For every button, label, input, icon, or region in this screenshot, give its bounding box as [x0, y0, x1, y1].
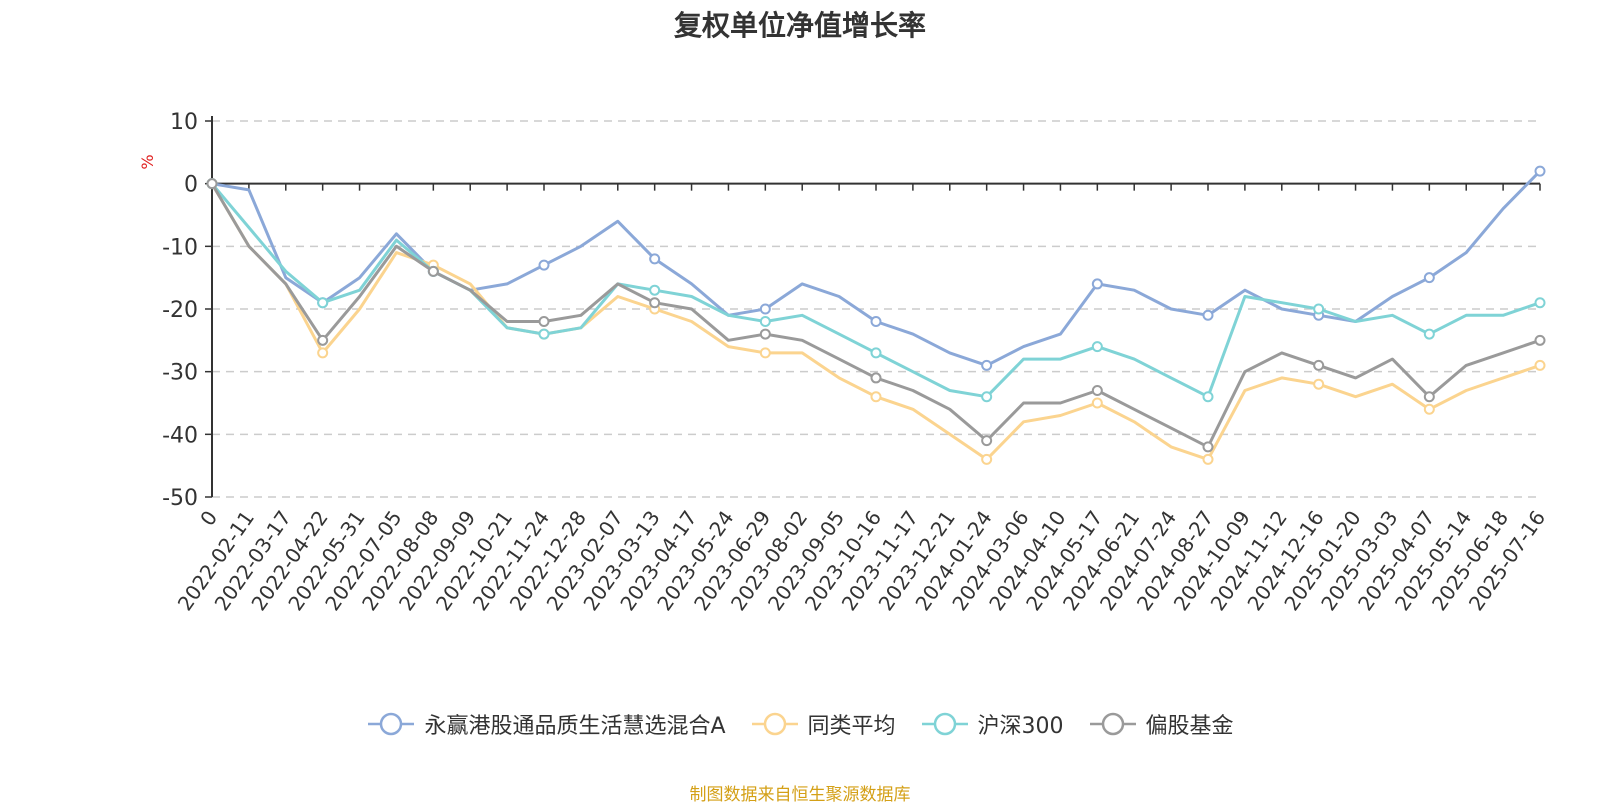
series-2: [206, 178, 1546, 403]
data-point: [317, 347, 329, 359]
data-point: [1423, 328, 1435, 340]
data-point: [870, 316, 882, 328]
legend-item-1[interactable]: 同类平均: [750, 708, 896, 740]
data-point: [870, 347, 882, 359]
series-3: [206, 178, 1546, 453]
data-point: [981, 359, 993, 371]
data-point: [538, 316, 550, 328]
y-tick-label: -20: [162, 298, 198, 323]
legend-swatch: [921, 712, 968, 736]
data-point: [759, 328, 771, 340]
data-point: [649, 284, 661, 296]
data-point: [759, 316, 771, 328]
chart-title: 复权单位净值增长率: [673, 9, 926, 42]
data-point: [1202, 391, 1214, 403]
data-point: [1423, 403, 1435, 415]
legend-item-2[interactable]: 沪深300: [920, 708, 1064, 740]
data-point: [427, 265, 439, 277]
legend-swatch: [1089, 712, 1136, 736]
grid-layer: [212, 120, 1540, 498]
data-point: [1534, 165, 1546, 177]
data-point: [1534, 297, 1546, 309]
legend-item-3[interactable]: 偏股基金: [1088, 708, 1234, 740]
data-point: [538, 259, 550, 271]
y-axis-unit-label: %: [138, 154, 157, 169]
data-point: [981, 453, 993, 465]
data-point: [1091, 341, 1103, 353]
legend-label: 同类平均: [807, 714, 896, 739]
data-point: [649, 253, 661, 265]
data-point: [981, 435, 993, 447]
data-point: [1534, 334, 1546, 346]
data-point: [1091, 397, 1103, 409]
data-point: [317, 334, 329, 346]
y-tick-label: -10: [162, 235, 198, 260]
legend-item-0[interactable]: 永赢港股通品质生活慧选混合A: [366, 708, 726, 740]
series-0: [206, 165, 1546, 371]
data-point: [538, 328, 550, 340]
x-tick-label: 0: [195, 506, 222, 530]
legend-label: 偏股基金: [1145, 714, 1234, 739]
legend-label: 沪深300: [977, 714, 1064, 739]
data-point: [1313, 378, 1325, 390]
data-source-note: 制图数据来自恒生聚源数据库: [689, 785, 911, 805]
data-point: [206, 178, 218, 190]
legend-swatch: [751, 712, 798, 736]
data-point: [1202, 453, 1214, 465]
legend-label: 永赢港股通品质生活慧选混合A: [424, 714, 726, 739]
y-tick-label: -40: [162, 423, 198, 448]
axis-layer: 100-10-20-30-40-5002022-02-112022-03-172…: [162, 110, 1550, 615]
y-tick-label: 10: [170, 110, 198, 135]
data-point: [870, 372, 882, 384]
y-tick-label: -50: [162, 486, 198, 511]
data-point: [649, 297, 661, 309]
data-point: [1423, 391, 1435, 403]
y-tick-label: -30: [162, 361, 198, 386]
series-line: [211, 170, 1542, 367]
data-point: [1091, 278, 1103, 290]
data-point: [759, 303, 771, 315]
data-point: [1534, 359, 1546, 371]
data-point: [1091, 384, 1103, 396]
data-point: [759, 347, 771, 359]
data-point: [870, 391, 882, 403]
data-point: [981, 391, 993, 403]
series-line: [210, 182, 1541, 399]
series-layer: [206, 165, 1546, 465]
data-point: [1313, 303, 1325, 315]
y-tick-label: 0: [184, 173, 198, 198]
data-point: [317, 297, 329, 309]
chart-legend: 永赢港股通品质生活慧选混合A 同类平均 沪深300 偏股基金: [0, 708, 1600, 740]
data-point: [1313, 359, 1325, 371]
data-point: [1202, 309, 1214, 321]
data-point: [1202, 441, 1214, 453]
legend-swatch: [368, 712, 415, 736]
data-point: [1423, 272, 1435, 284]
